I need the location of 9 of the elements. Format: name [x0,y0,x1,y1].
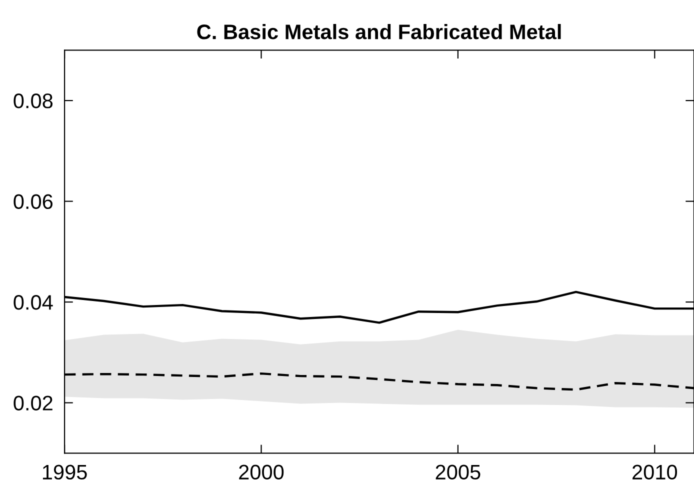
x-tick-label: 2010 [632,464,678,480]
y-tick-label: 0.06 [14,194,53,210]
x-tick-label: 2000 [239,464,284,480]
y-tick-label: 0.02 [14,396,52,411]
y-tick-label: 0.08 [14,94,53,108]
x-tick-label: 2005 [436,464,480,480]
y-tick-label: 0.04 [14,295,53,310]
x-tick-label: 1995 [42,464,87,480]
chart-title: C. Basic Metals and Fabricated Metal [197,24,561,40]
